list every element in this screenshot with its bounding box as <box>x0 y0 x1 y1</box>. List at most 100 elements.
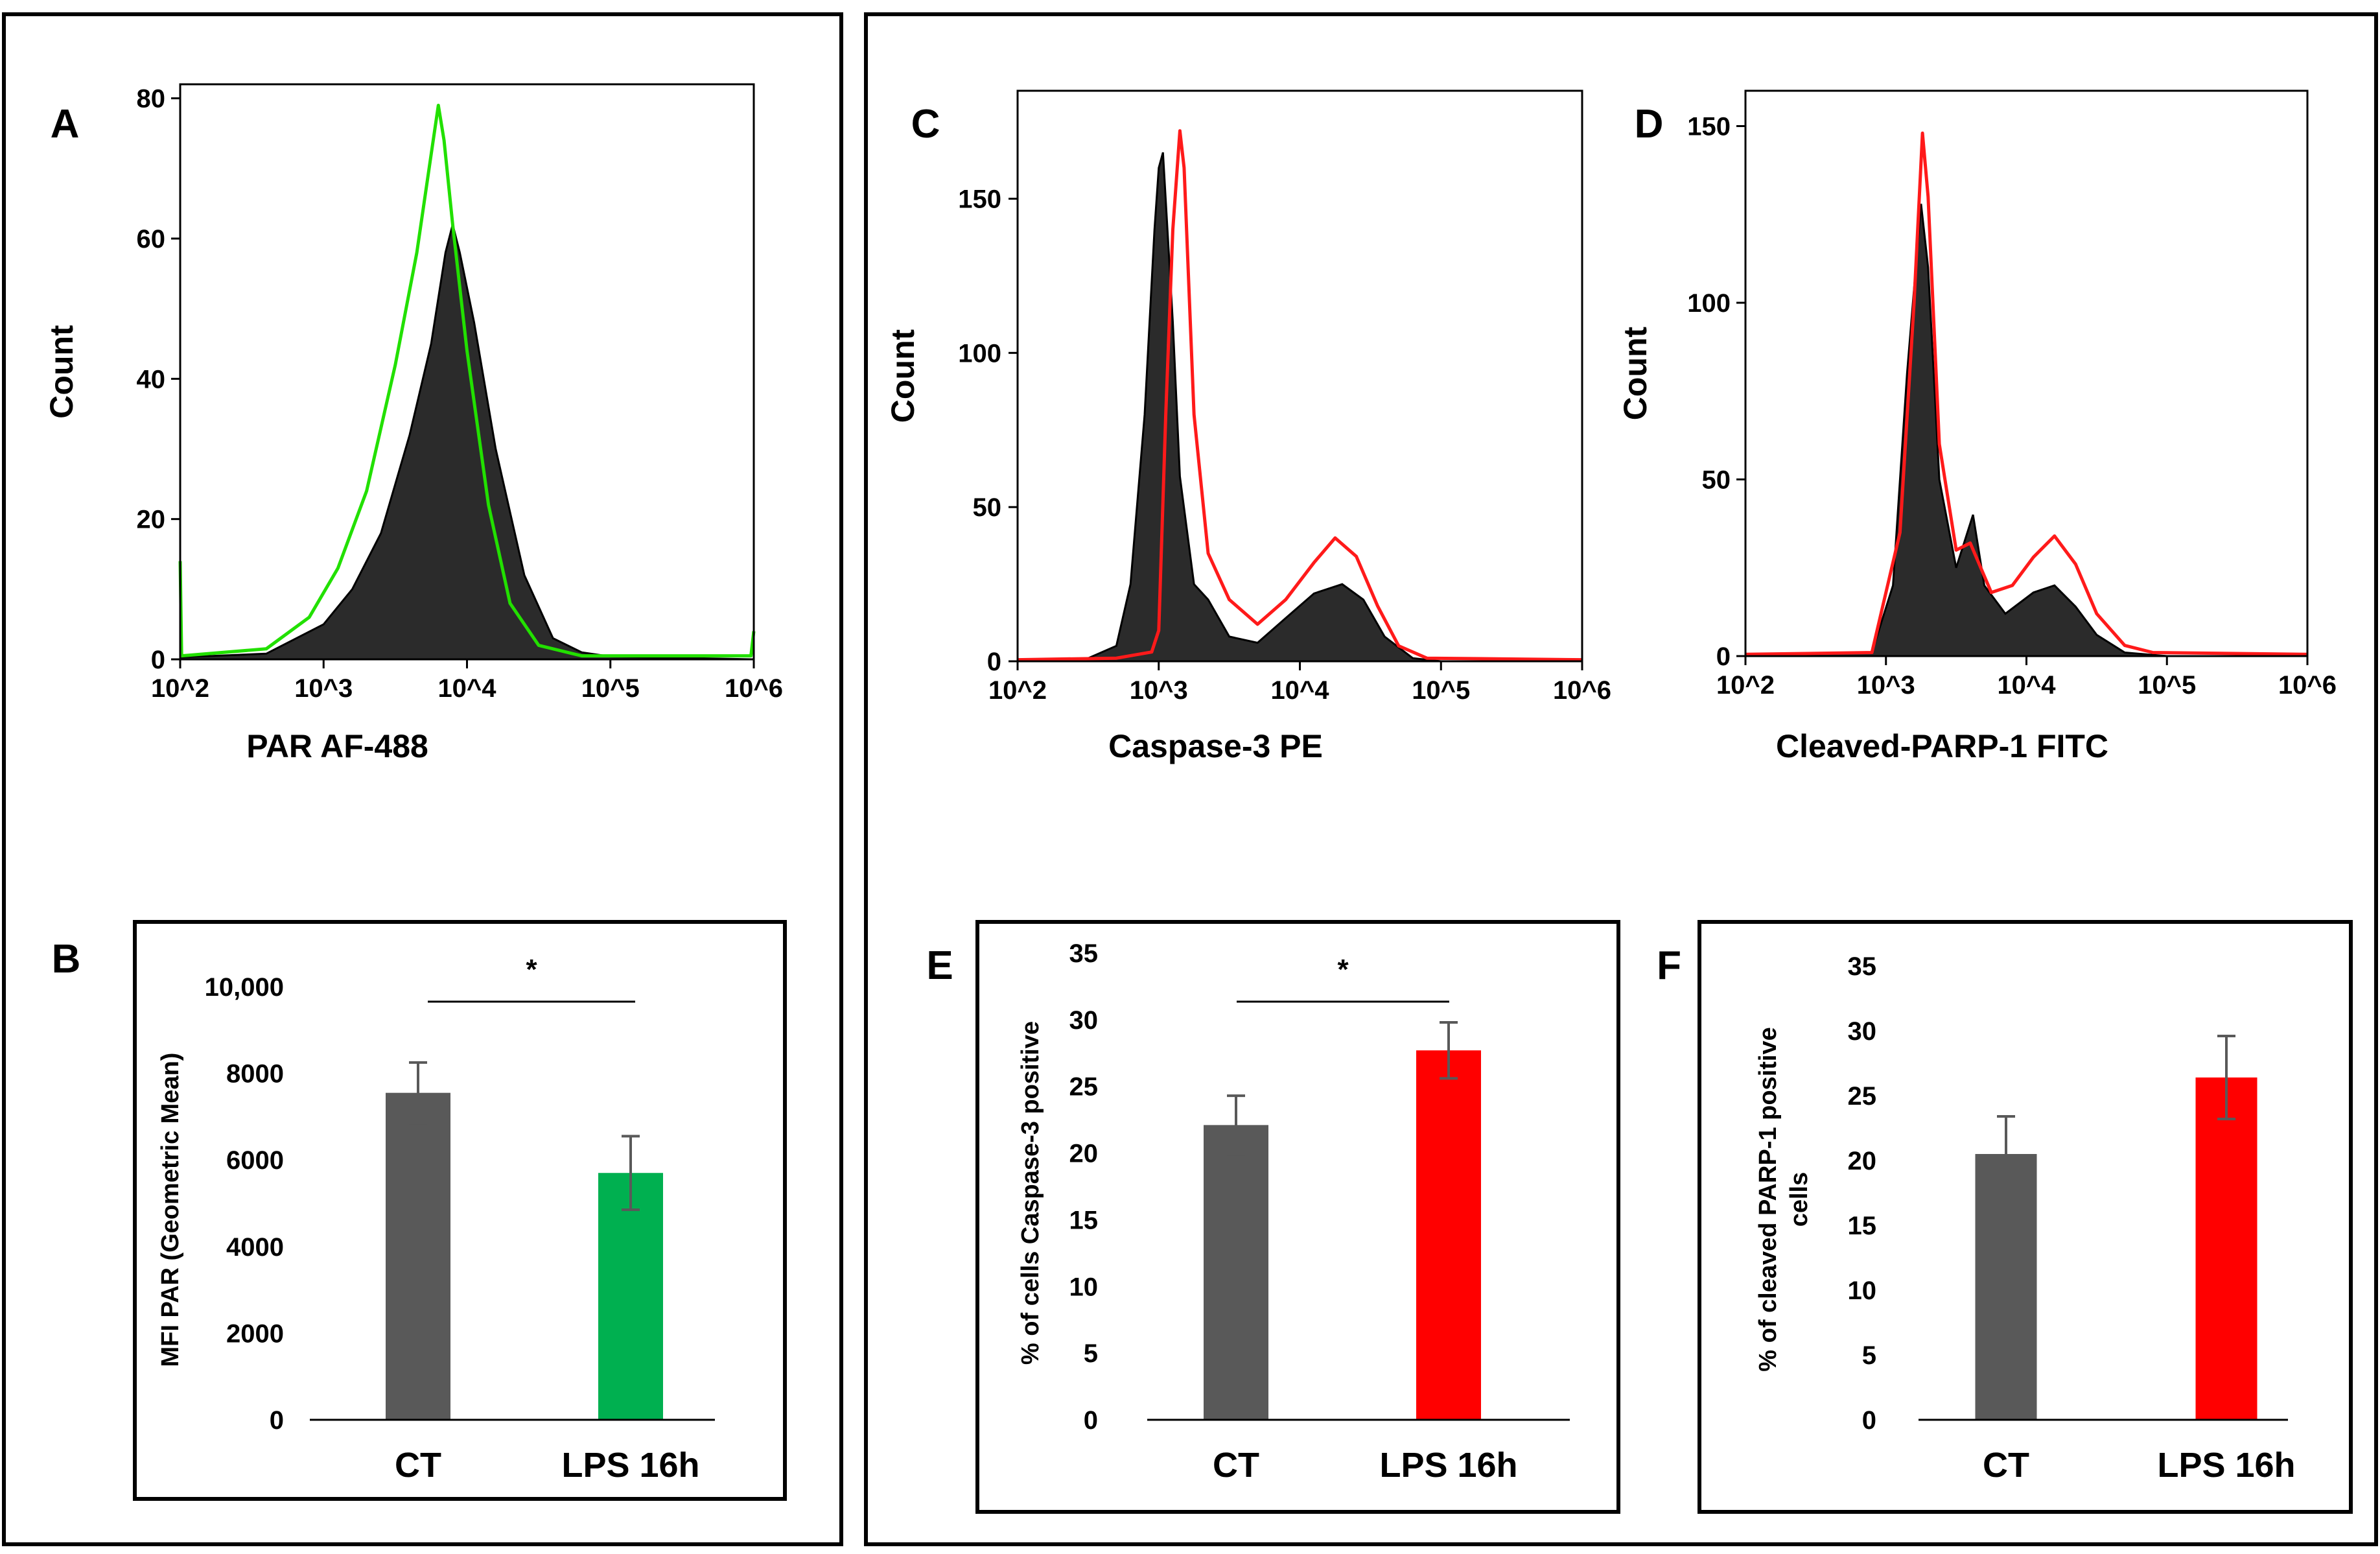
panel-f-bar-1 <box>2195 1077 2258 1420</box>
panel-c-x-tick-label: 10^2 <box>988 676 1047 705</box>
panel-b-category-label-0: CT <box>395 1446 441 1485</box>
panel-e-y-axis-label: % of cells Caspase-3 positive <box>1017 1021 1044 1365</box>
panel-label-d: D <box>1635 102 1664 147</box>
right-figure-frame <box>864 12 2378 1546</box>
panel-d-x-tick-label: 10^6 <box>2278 671 2337 700</box>
panel-d-x-tick-label: 10^2 <box>1716 671 1775 700</box>
panel-d-x-axis-label: Cleaved-PARP-1 FITC <box>1776 728 2108 764</box>
panel-f-y-tick-label: 30 <box>1848 1017 1877 1046</box>
panel-e-bar-0 <box>1204 1125 1268 1420</box>
panel-b-y-tick-label: 2000 <box>226 1319 284 1348</box>
panel-c-y-tick-label: 100 <box>958 339 1001 368</box>
panel-b-y-tick-label: 4000 <box>226 1233 284 1262</box>
panel-c-y-tick-label: 50 <box>973 493 1002 522</box>
panel-b-y-axis-label: MFI PAR (Geometric Mean) <box>157 1053 184 1367</box>
panel-a-x-axis-label: PAR AF-488 <box>246 728 428 764</box>
panel-b-bar-0 <box>386 1092 450 1420</box>
panel-e-y-tick-label: 15 <box>1069 1206 1099 1234</box>
panel-f-frame <box>1698 920 2353 1514</box>
panel-a-x-tick-label: 10^6 <box>725 674 783 703</box>
panel-f-y-axis-label: % of cleaved PARP-1 positive cells <box>1755 1027 1813 1371</box>
panel-b-bar-1 <box>598 1173 663 1420</box>
panel-f-y-tick-label: 10 <box>1848 1277 1877 1305</box>
panel-d-y-tick-label: 100 <box>1687 289 1731 318</box>
panel-d-y-tick-label: 150 <box>1687 113 1731 141</box>
panel-c-y-tick-label: 0 <box>987 648 1001 676</box>
panel-f-y-tick-label: 0 <box>1862 1406 1876 1435</box>
panel-c-y-tick-label: 150 <box>958 185 1001 213</box>
panel-b-y-tick-label: 0 <box>270 1406 284 1435</box>
panel-d-y-axis-label: Count <box>1617 326 1653 420</box>
panel-e-category-label-1: LPS 16h <box>1379 1446 1517 1485</box>
panel-a-y-tick-label: 20 <box>137 506 166 534</box>
panel-c-x-tick-label: 10^3 <box>1130 676 1188 705</box>
panel-e-y-tick-label: 20 <box>1069 1140 1099 1168</box>
panel-b-bar-chart: 0 2000 4000 6000 8000 10,000 CT LPS 16h * MFI PAR… <box>157 954 715 1485</box>
panel-f-y-tick-label: 15 <box>1848 1212 1877 1240</box>
panel-f-bar-chart: 0 5 10 15 20 25 30 35 CT LPS 16h % of cleaved PARP… <box>1755 952 2296 1485</box>
panel-b-y-tick-label: 10,000 <box>205 973 284 1002</box>
panel-c-x-tick-label: 10^5 <box>1412 676 1470 705</box>
panel-d-histogram: 0 50 100 150 10^2 10^3 10^4 10^5 10^6 Cleaved-PAR… <box>1617 89 2337 764</box>
panel-a-y-axis-label: Count <box>43 325 80 419</box>
panel-a-series-0-area <box>179 224 754 661</box>
panel-a-x-tick-label: 10^3 <box>294 674 353 703</box>
panel-e-category-label-0: CT <box>1213 1446 1259 1485</box>
panel-label-e: E <box>926 943 953 988</box>
panel-e-y-tick-label: 5 <box>1084 1339 1098 1368</box>
panel-b-frame <box>133 920 787 1501</box>
panel-e-bar-chart: 0 5 10 15 20 25 30 35 CT LPS 16h * % of cells Caspa… <box>1017 939 1570 1485</box>
panel-c-series-0-area <box>1017 152 1582 663</box>
panel-f-category-label-0: CT <box>1983 1446 2029 1485</box>
panel-f-y-tick-label: 5 <box>1862 1341 1876 1370</box>
panel-label-b: B <box>52 937 81 982</box>
panel-f-bar-0 <box>1975 1154 2037 1420</box>
panel-e-y-tick-label: 25 <box>1069 1073 1099 1101</box>
panel-f-y-axis-label-line-1: cells <box>1786 1172 1813 1227</box>
panel-f-category-label-1: LPS 16h <box>2157 1446 2295 1485</box>
panel-c-series-1-line <box>1017 129 1583 662</box>
panel-label-c: C <box>911 102 940 147</box>
panel-e-y-tick-label: 0 <box>1084 1406 1098 1435</box>
panel-a-y-tick-label: 0 <box>151 646 165 674</box>
panel-c-histogram: 0 50 100 150 10^2 10^3 10^4 10^5 10^6 Caspase-3 P… <box>885 89 1611 764</box>
panel-d-y-tick-label: 0 <box>1716 642 1731 671</box>
panel-f-y-tick-label: 20 <box>1848 1147 1877 1175</box>
left-figure-frame <box>2 12 843 1546</box>
panel-e-y-tick-label: 10 <box>1069 1273 1099 1301</box>
panel-a-histogram: 0 20 40 60 80 10^2 10^3 10^4 10^5 10^6 PAR AF-488 C… <box>43 83 783 764</box>
panel-c-y-axis-label: Count <box>885 329 921 423</box>
panel-c-plot-frame <box>1016 89 1583 663</box>
panel-a-x-tick-label: 10^5 <box>581 674 640 703</box>
panel-d-x-tick-label: 10^5 <box>2138 671 2196 700</box>
panel-d-series-1-line <box>1745 131 2308 656</box>
panel-e-frame <box>975 920 1620 1514</box>
panel-b-category-label-1: LPS 16h <box>561 1446 699 1485</box>
panel-c-x-tick-label: 10^6 <box>1553 676 1611 705</box>
panel-label-f: F <box>1657 943 1681 988</box>
panel-label-a: A <box>51 102 80 147</box>
panel-a-y-tick-label: 80 <box>137 85 166 113</box>
panel-c-x-tick-label: 10^4 <box>1270 676 1329 705</box>
panel-f-y-tick-label: 25 <box>1848 1082 1877 1111</box>
panel-e-y-tick-label: 35 <box>1069 939 1099 968</box>
panel-d-y-tick-label: 50 <box>1702 466 1731 495</box>
panel-b-y-tick-label: 6000 <box>226 1146 284 1175</box>
panel-d-x-tick-label: 10^3 <box>1857 671 1915 700</box>
panel-b-y-tick-label: 8000 <box>226 1060 284 1089</box>
panel-e-significance-star: * <box>1337 954 1349 985</box>
panel-c-x-axis-label: Caspase-3 PE <box>1108 728 1323 764</box>
panel-f-y-tick-label: 35 <box>1848 952 1877 981</box>
panel-a-y-tick-label: 60 <box>137 225 166 253</box>
panel-e-y-tick-label: 30 <box>1069 1006 1099 1035</box>
panel-a-series-1-line <box>178 104 756 658</box>
panel-d-x-tick-label: 10^4 <box>1997 671 2056 700</box>
panel-a-y-tick-label: 40 <box>137 365 166 394</box>
panel-d-plot-frame <box>1744 89 2309 657</box>
panel-e-bar-1 <box>1416 1050 1481 1420</box>
panel-f-y-axis-label-line-0: % of cleaved PARP-1 positive <box>1755 1027 1782 1371</box>
panel-a-x-tick-label: 10^2 <box>151 674 209 703</box>
panel-d-series-0-area <box>1745 204 2307 657</box>
panel-b-significance-star: * <box>526 954 537 985</box>
